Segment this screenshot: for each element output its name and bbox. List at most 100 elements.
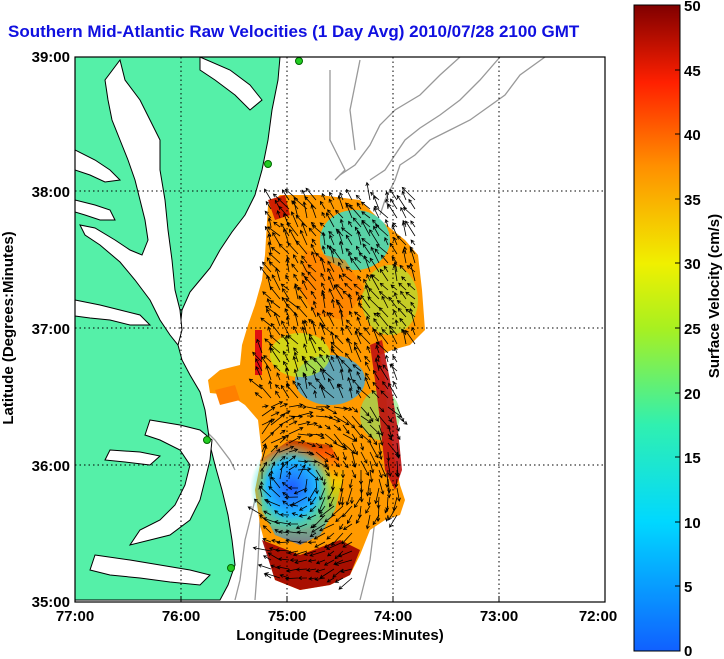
velocity-arrow [295,523,308,530]
velocity-arrow [320,386,335,399]
velocity-arrow [342,424,350,435]
velocity-arrow [293,254,299,264]
velocity-arrow [375,341,389,354]
velocity-arrow [297,404,308,409]
velocity-arrow [340,496,345,507]
velocity-arrow [315,568,326,573]
velocity-arrow [392,263,398,282]
velocity-arrow [378,424,384,437]
velocity-arrow [309,550,326,557]
velocity-arrow [373,225,380,237]
velocity-arrow [396,451,400,459]
velocity-arrow [379,282,389,291]
velocity-arrow [319,322,326,336]
velocity-arrow [368,487,373,497]
velocity-arrow [353,346,362,363]
velocity-arrow [371,389,380,399]
colorbar: 50 45 40 35 30 25 20 15 10 5 0 Surface V… [633,0,723,659]
velocity-arrow [310,496,317,506]
velocity-arrow [352,364,362,372]
velocity-arrow [319,200,326,210]
velocity-arrow [333,424,342,431]
velocity-arrow [372,327,380,345]
velocity-arrow [276,565,290,570]
delaware-bay [199,57,263,111]
velocity-arrow [278,243,290,255]
velocity-arrow [410,239,416,246]
velocity-arrow [285,303,299,318]
velocity-arrow [369,257,380,273]
velocity-arrow [394,319,399,327]
velocity-arrow [306,414,315,419]
velocity-arrow [278,205,290,219]
velocity-arrow [372,514,380,526]
velocity-arrow [348,220,353,228]
velocity-arrow [376,354,381,363]
velocity-arrow [301,326,308,345]
velocity-arrow [292,355,299,372]
velocity-arrow [406,282,416,291]
colorbar-tick-label: 40 [684,127,701,144]
velocity-arrow [315,424,323,429]
velocity-arrow [308,227,317,237]
velocity-arrow [267,226,281,237]
velocity-arrow [339,191,344,201]
velocity-arrow [410,220,416,228]
velocity-arrow [374,224,389,237]
station-marker [295,57,303,65]
velocity-arrow [330,331,335,345]
velocity-arrow [324,469,330,477]
velocity-arrow [366,345,371,354]
velocity-arrow [298,295,308,309]
velocity-arrow [350,257,362,273]
velocity-arrow [386,487,391,499]
velocity-arrow [266,308,272,318]
velocity-arrow [285,538,299,543]
velocity-arrow [286,521,298,527]
colorbar-tick-label: 35 [684,192,701,209]
velocity-arrow [410,301,416,309]
velocity-arrow [306,432,325,437]
velocity-arrow [409,248,416,264]
velocity-arrow [378,469,383,479]
velocity-arrow [351,433,358,442]
velocity-arrow [261,404,269,409]
velocity-arrow [321,192,326,201]
y-tick-label: 35:00 [32,594,70,611]
colorbar-tick-label: 30 [684,256,701,273]
velocity-arrow [374,357,380,372]
velocity-arrow [315,559,326,565]
velocity-arrow [402,248,407,264]
velocity-arrow [314,478,319,495]
velocity-arrow [297,411,314,417]
velocity-arrow [373,205,389,219]
velocity-arrow [359,487,364,503]
velocity-arrow [390,198,398,210]
velocity-arrow [369,469,374,483]
velocity-arrow [387,460,392,477]
velocity-arrow [376,312,389,327]
velocity-arrow [342,505,353,518]
velocity-arrow [368,287,380,300]
velocity-arrow [330,341,344,354]
velocity-arrow [291,263,299,273]
velocity-arrow [285,529,299,534]
velocity-arrow [345,266,353,273]
velocity-arrow [344,282,353,291]
velocity-arrow [356,371,362,381]
map-plot-area [75,57,605,602]
velocity-arrow [327,275,335,291]
velocity-arrow [347,376,353,390]
velocity-arrow [360,406,370,417]
velocity-arrow [315,451,329,463]
velocity-arrow [297,540,308,545]
velocity-arrow [301,356,308,372]
velocity-arrow [315,442,323,449]
velocity-arrow [268,380,273,390]
velocity-arrow [326,354,335,372]
y-tick-label: 37:00 [32,321,70,338]
velocity-arrow [365,514,371,530]
velocity-arrow [387,433,393,441]
velocity-arrow [259,266,272,282]
velocity-arrow [262,555,272,561]
